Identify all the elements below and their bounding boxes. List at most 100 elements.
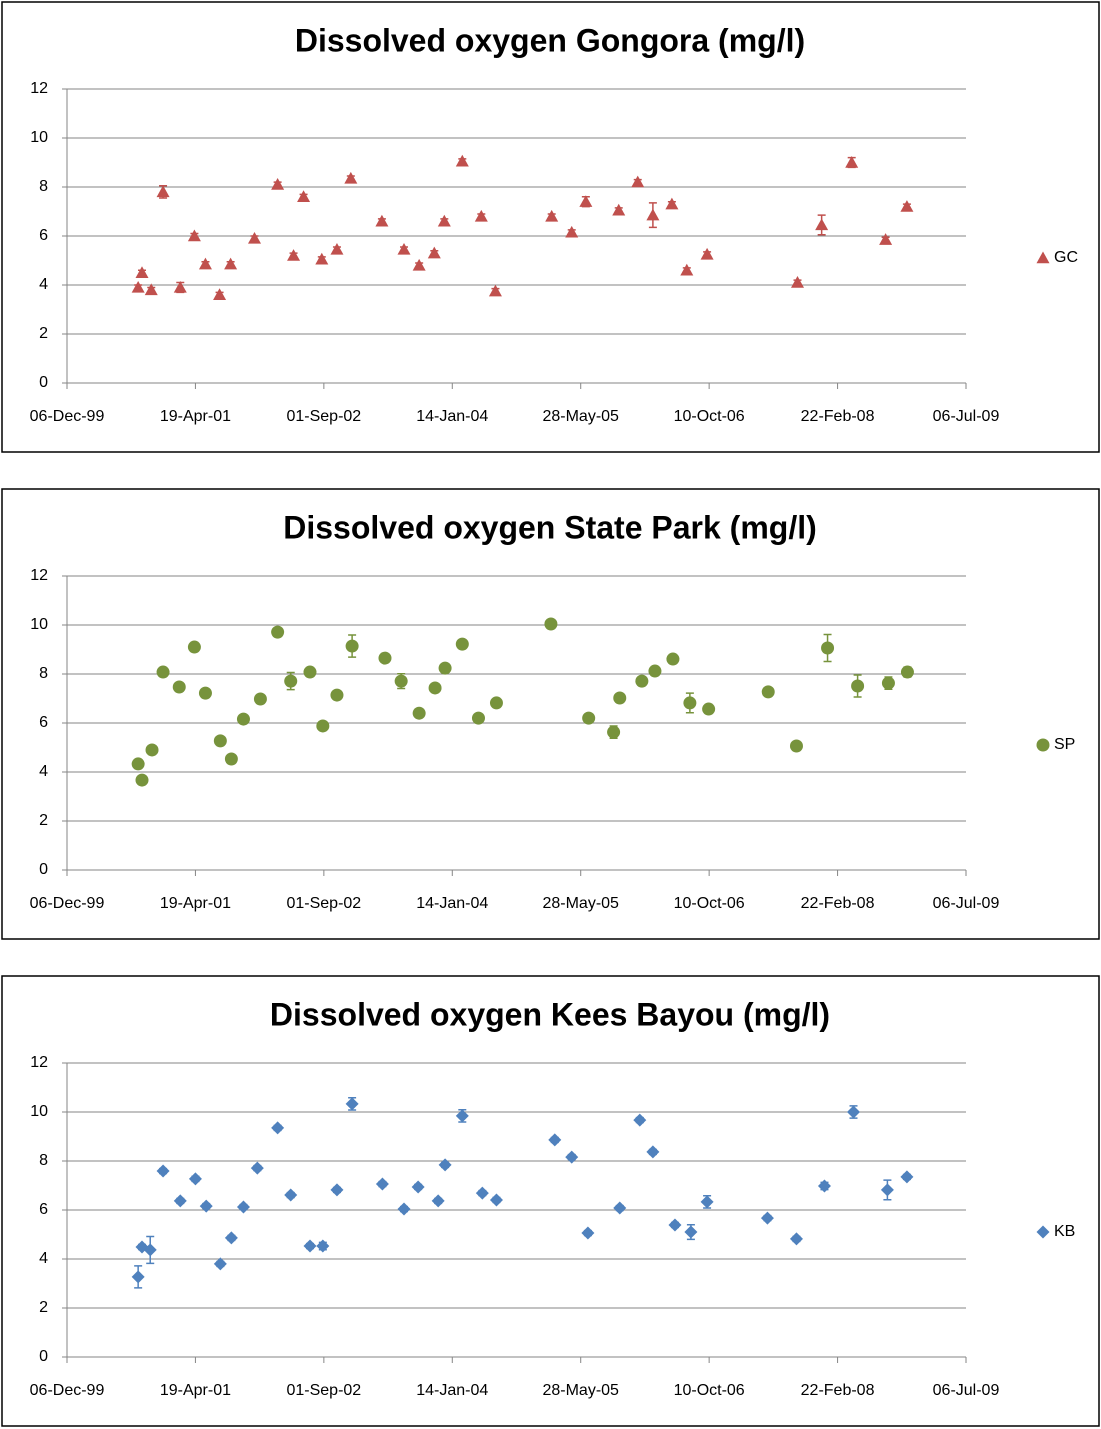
y-tick-label: 6 xyxy=(39,227,48,244)
marker xyxy=(199,1199,213,1213)
marker xyxy=(303,665,317,679)
x-tick-label: 28-May-05 xyxy=(542,408,619,425)
marker xyxy=(236,1200,250,1214)
marker xyxy=(761,685,775,699)
marker xyxy=(156,185,170,198)
y-tick-label: 10 xyxy=(30,1103,48,1120)
marker xyxy=(213,734,227,748)
marker xyxy=(582,711,596,725)
y-tick-label: 8 xyxy=(39,1152,48,1169)
y-tick-label: 12 xyxy=(30,80,48,97)
y-tick-label: 0 xyxy=(39,861,48,878)
y-tick-label: 12 xyxy=(30,567,48,584)
marker xyxy=(851,679,865,693)
marker xyxy=(198,686,212,700)
marker xyxy=(760,1211,774,1225)
y-tick-label: 8 xyxy=(39,665,48,682)
marker xyxy=(156,665,170,679)
x-tick-label: 10-Oct-06 xyxy=(674,1382,745,1399)
marker xyxy=(438,1158,452,1172)
marker xyxy=(287,249,301,261)
legend-label: GC xyxy=(1054,249,1078,266)
marker xyxy=(144,283,158,296)
marker xyxy=(187,229,201,242)
legend-marker xyxy=(1036,1225,1050,1239)
marker xyxy=(631,175,645,188)
y-tick-label: 4 xyxy=(39,1250,48,1267)
marker xyxy=(316,719,330,733)
x-tick-label: 10-Oct-06 xyxy=(674,408,745,425)
marker xyxy=(135,266,149,278)
marker xyxy=(846,1105,860,1119)
x-tick-label: 01-Sep-02 xyxy=(286,895,361,912)
marker xyxy=(224,752,238,766)
marker xyxy=(579,195,593,207)
marker xyxy=(612,203,626,216)
marker xyxy=(344,171,358,184)
marker xyxy=(412,258,426,271)
marker xyxy=(411,1180,425,1194)
marker xyxy=(438,661,452,675)
x-tick-label: 14-Jan-04 xyxy=(416,1382,488,1399)
marker xyxy=(187,640,201,654)
chart-title: Dissolved oxygen State Park (mg/l) xyxy=(283,509,817,545)
marker xyxy=(684,1225,698,1239)
y-tick-label: 0 xyxy=(39,374,48,391)
y-tick-label: 8 xyxy=(39,178,48,195)
marker xyxy=(345,639,359,653)
marker xyxy=(489,1193,503,1207)
x-tick-label: 06-Jul-09 xyxy=(933,408,1000,425)
y-tick-label: 6 xyxy=(39,1201,48,1218)
marker xyxy=(565,1150,579,1164)
legend-label: KB xyxy=(1054,1223,1075,1240)
marker xyxy=(213,288,227,300)
panel xyxy=(1,488,1100,940)
marker xyxy=(330,1183,344,1197)
y-tick-label: 4 xyxy=(39,276,48,293)
panel xyxy=(1,975,1100,1427)
x-tick-label: 22-Feb-08 xyxy=(801,408,875,425)
legend-marker xyxy=(1036,738,1050,752)
marker xyxy=(284,1188,298,1202)
marker xyxy=(143,1243,157,1257)
marker xyxy=(345,1097,359,1111)
marker xyxy=(131,1270,145,1284)
marker xyxy=(475,1186,489,1200)
marker xyxy=(271,178,285,190)
marker xyxy=(789,1232,803,1246)
marker xyxy=(248,231,262,244)
marker xyxy=(881,676,895,690)
y-tick-label: 10 xyxy=(30,616,48,633)
y-tick-label: 10 xyxy=(30,129,48,146)
marker xyxy=(412,706,426,720)
marker xyxy=(172,680,186,694)
marker xyxy=(330,242,344,255)
marker xyxy=(156,1164,170,1178)
marker xyxy=(613,691,627,705)
marker xyxy=(900,200,914,212)
marker xyxy=(198,257,212,270)
marker xyxy=(397,242,411,255)
marker xyxy=(900,1170,914,1184)
marker xyxy=(131,757,145,771)
marker xyxy=(173,1194,187,1208)
panel xyxy=(1,1,1100,453)
marker xyxy=(375,1177,389,1191)
marker xyxy=(428,681,442,695)
marker xyxy=(437,214,451,227)
x-tick-label: 28-May-05 xyxy=(542,1382,619,1399)
marker xyxy=(224,257,238,270)
x-tick-label: 06-Dec-99 xyxy=(30,1382,105,1399)
marker xyxy=(188,1172,202,1186)
y-tick-label: 0 xyxy=(39,1348,48,1365)
marker xyxy=(131,280,145,293)
y-tick-label: 2 xyxy=(39,1299,48,1316)
marker xyxy=(375,214,389,227)
marker xyxy=(666,652,680,666)
marker xyxy=(815,218,829,231)
marker xyxy=(700,247,714,260)
marker xyxy=(397,1202,411,1216)
marker xyxy=(668,1218,682,1232)
marker xyxy=(474,209,488,222)
marker xyxy=(702,702,716,716)
